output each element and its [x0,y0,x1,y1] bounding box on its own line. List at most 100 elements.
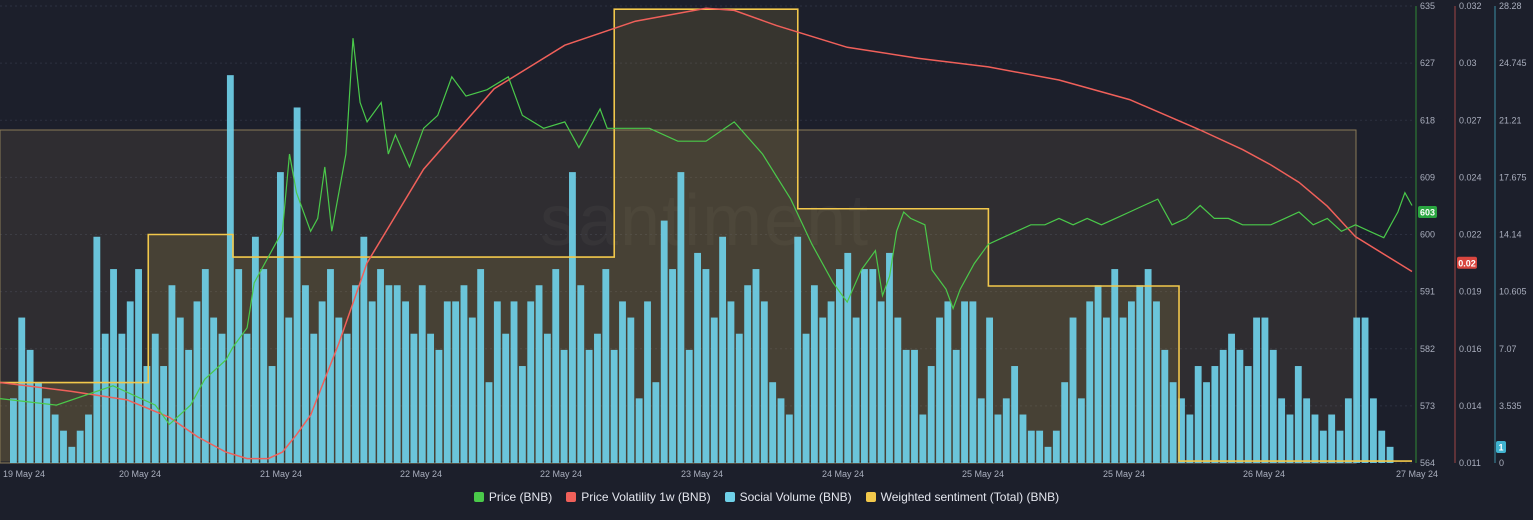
social-bar [101,333,109,463]
social-bar [1369,398,1377,463]
price-line [0,38,1413,426]
social-bar [1219,349,1227,463]
legend-swatch-volatility [566,492,577,502]
volatility-badge-bg [1457,256,1477,269]
social-bar [68,446,76,463]
social-bar [76,430,84,463]
social-bar [694,252,701,463]
price-tick-label: 600 [1420,230,1435,240]
social-bar [1144,269,1152,463]
x-tick-label: 21 May 24 [260,469,302,479]
social-bar [43,398,51,463]
social-bar [1019,414,1027,463]
social-bar [1178,398,1185,463]
social-bar [660,220,668,463]
volatility-tick-label: 0.032 [1459,1,1482,11]
social-bar [93,236,101,463]
social-badge-bg [1496,441,1506,453]
social-bar [619,301,626,463]
social-bar [1161,349,1169,463]
social-bar [769,382,777,463]
social-bar [1319,430,1327,463]
social-bar [1344,398,1352,463]
social-bar [1086,301,1094,463]
volatility-tick-label: 0.016 [1459,344,1482,354]
social-bar [243,333,251,463]
social-bar [1169,382,1177,463]
social-bar [1311,414,1319,463]
volatility-tick-label: 0.024 [1459,172,1482,182]
social-bar [385,285,393,463]
price-tick-label: 609 [1420,172,1435,182]
legend-item-price[interactable]: Price (BNB) [473,490,552,504]
social-bar [251,236,259,463]
social-bar [894,317,902,463]
social-bar [510,301,518,463]
social-bar [176,317,184,463]
social-bar [610,349,618,463]
social-bar [919,414,927,463]
social-bar [1294,366,1302,463]
social-bar [760,301,768,463]
social-bar [1253,317,1260,463]
social-bar [268,366,276,463]
social-bar [986,317,994,463]
social-bar [460,285,468,463]
legend-item-sentiment[interactable]: Weighted sentiment (Total) (BNB) [865,490,1059,504]
social-bar [193,301,201,463]
social-bar [869,269,877,463]
social-bar [994,414,1002,463]
x-tick-label: 20 May 24 [119,469,161,479]
volatility-tick-label: 0.027 [1459,115,1482,125]
social-tick-label: 14.14 [1499,230,1522,240]
social-bar [594,333,601,463]
price-tick-label: 573 [1420,401,1435,411]
social-bar [1203,382,1210,463]
social-bar [777,398,785,463]
social-bar [343,333,351,463]
social-bar [1011,366,1019,463]
price-badge: 603 [1420,207,1435,217]
price-tick-label: 591 [1420,287,1435,297]
social-tick-label: 7.07 [1499,344,1517,354]
social-bar [1378,430,1386,463]
social-bar [1244,366,1252,463]
price-tick-label: 618 [1420,115,1435,125]
legend-label-social: Social Volume (BNB) [739,490,852,504]
social-bar [677,172,685,463]
legend-item-volatility[interactable]: Price Volatility 1w (BNB) [566,490,711,504]
social-tick-label: 21.21 [1499,115,1522,125]
social-bar [1336,430,1344,463]
social-bar [260,269,268,463]
social-bar [435,349,443,463]
social-bar [1102,317,1110,463]
legend-item-social[interactable]: Social Volume (BNB) [724,490,852,504]
social-bar [552,269,560,463]
social-bar [752,269,760,463]
volatility-line [0,7,1413,460]
social-bar [110,269,117,463]
social-tick-label: 17.675 [1499,172,1527,182]
x-tick-label: 24 May 24 [822,469,864,479]
social-badge: 1 [1498,443,1503,453]
social-bar [810,285,818,463]
social-bar [944,301,952,463]
price-badge-bg [1418,205,1437,218]
social-bar [60,430,67,463]
social-bar [285,317,293,463]
social-bar [360,236,368,463]
volatility-tick-label: 0.03 [1459,58,1477,68]
social-bar [335,317,343,463]
social-bar [318,301,326,463]
x-tick-label: 27 May 24 [1396,469,1438,479]
social-bar [210,317,218,463]
social-bar [10,398,17,463]
social-bar [1136,285,1144,463]
social-bar [977,398,985,463]
social-bar [1261,317,1269,463]
social-bar [936,317,943,463]
social-bar [819,317,827,463]
social-bar [652,382,660,463]
legend-swatch-sentiment [865,492,876,502]
social-bar [902,349,910,463]
